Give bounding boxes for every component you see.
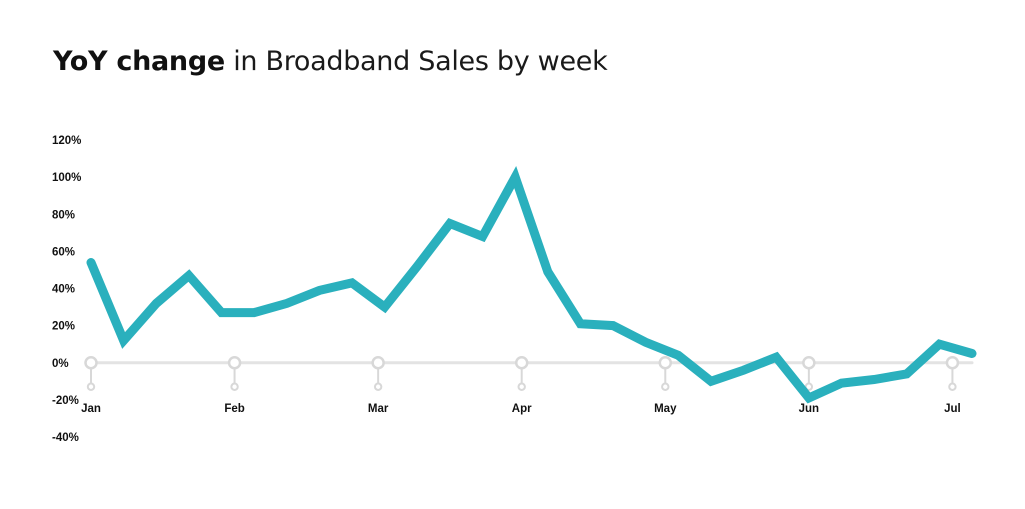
x-tick-marker bbox=[227, 356, 242, 391]
x-tick-ring bbox=[371, 356, 385, 370]
x-axis: Jan Feb Mar Apr May Jun Jul bbox=[81, 356, 961, 415]
x-tick-dot bbox=[661, 382, 670, 391]
x-tick-label: Feb bbox=[224, 403, 244, 415]
x-tick-label: Apr bbox=[512, 403, 532, 415]
series-line bbox=[86, 166, 977, 404]
y-tick-label: -40% bbox=[52, 432, 79, 444]
x-tick-ring bbox=[802, 356, 816, 370]
x-tick-label: Jul bbox=[944, 403, 961, 415]
x-tick-ring bbox=[514, 356, 529, 370]
x-tick-marker bbox=[514, 356, 529, 391]
y-tick-label: 100% bbox=[52, 172, 81, 184]
y-tick-label: 80% bbox=[52, 209, 75, 221]
x-tick-marker bbox=[84, 356, 98, 391]
x-tick-label: Jun bbox=[799, 403, 819, 415]
title-regular-part: in Broadband Sales by week bbox=[233, 46, 608, 77]
x-tick-ring bbox=[227, 356, 242, 370]
y-tick-label: 0% bbox=[52, 358, 69, 370]
y-tick-label: 20% bbox=[52, 321, 75, 333]
x-tick-dot bbox=[948, 382, 957, 391]
series-layer bbox=[86, 166, 977, 404]
y-axis: 120% 100% 80% 60% 40% 20% 0% -20% -40% bbox=[52, 135, 81, 444]
y-tick-label: -20% bbox=[52, 395, 79, 407]
x-tick-dot bbox=[230, 382, 239, 391]
x-tick-ring bbox=[658, 356, 673, 370]
x-tick-dot bbox=[86, 382, 96, 391]
x-tick-ring bbox=[84, 356, 98, 370]
y-tick-label: 40% bbox=[52, 284, 75, 296]
title-bold-part: YoY change bbox=[53, 46, 225, 77]
x-tick-marker bbox=[945, 356, 960, 391]
y-tick-label: 120% bbox=[52, 135, 81, 147]
x-tick-label: Jan bbox=[81, 403, 101, 415]
x-tick-marker bbox=[802, 356, 816, 391]
x-tick-dot bbox=[804, 382, 814, 391]
x-tick-dot bbox=[517, 382, 526, 391]
x-tick-dot bbox=[373, 382, 383, 391]
x-tick-marker bbox=[371, 356, 385, 391]
y-tick-label: 60% bbox=[52, 246, 75, 258]
x-tick-marker bbox=[658, 356, 673, 391]
chart-title: YoY change in Broadband Sales by week bbox=[53, 44, 608, 80]
x-tick-label: Mar bbox=[368, 403, 389, 415]
x-tick-label: May bbox=[654, 403, 677, 415]
x-tick-ring bbox=[945, 356, 960, 370]
